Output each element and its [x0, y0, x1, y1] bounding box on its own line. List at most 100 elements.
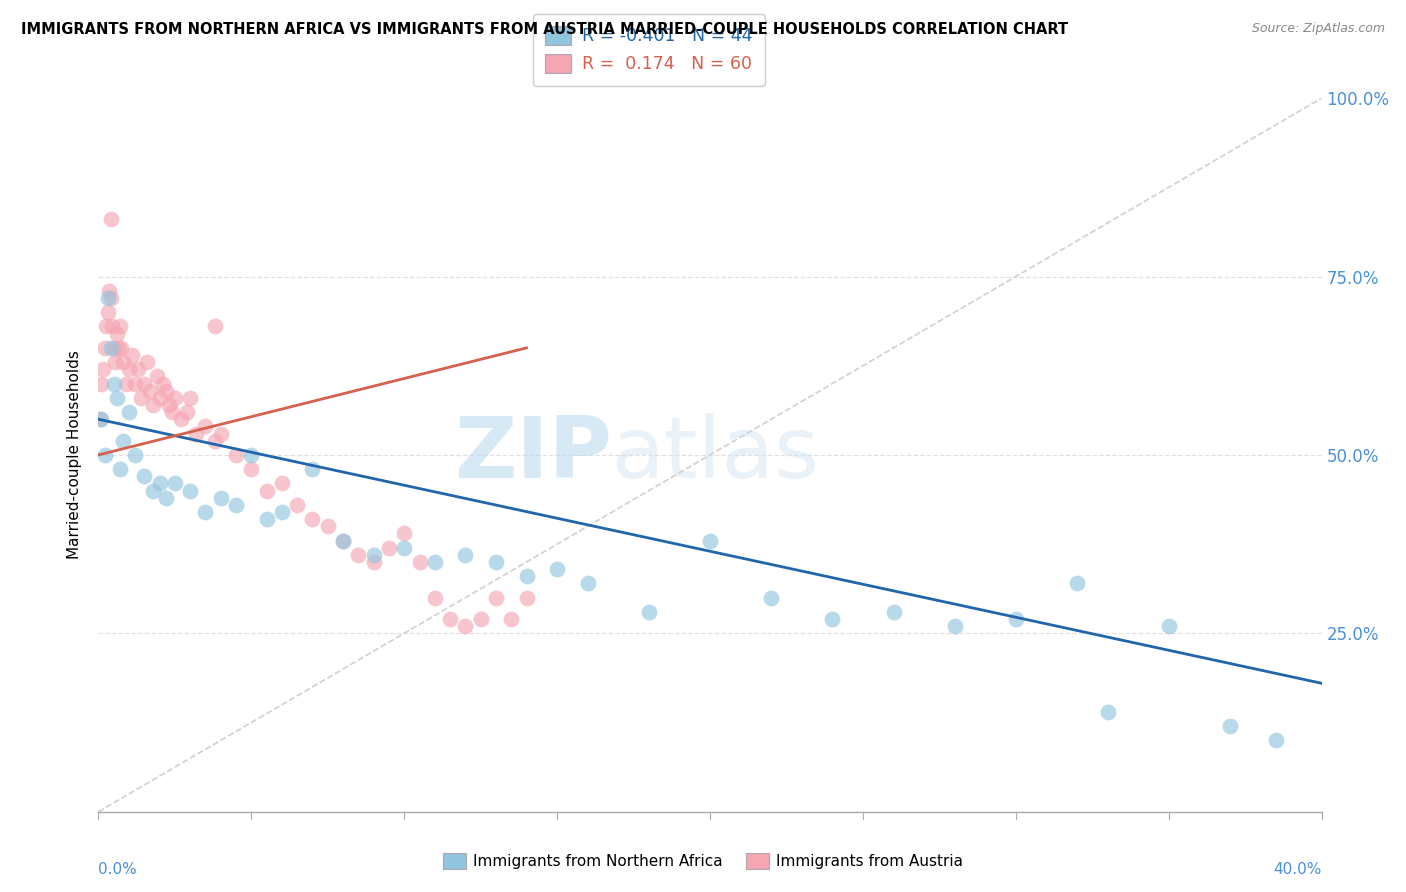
Point [110, 341, 132, 355]
Point [93, 341, 115, 355]
Point [454, 619, 477, 633]
Point [699, 533, 721, 548]
Point [1097, 705, 1119, 719]
Point [256, 512, 278, 526]
Point [332, 533, 354, 548]
Point [176, 405, 198, 419]
Point [347, 548, 370, 562]
Point [179, 483, 201, 498]
Point [316, 519, 339, 533]
Point [301, 512, 323, 526]
Point [89, 412, 111, 426]
Point [186, 426, 208, 441]
Point [576, 576, 599, 591]
Point [100, 212, 122, 227]
Point [332, 533, 354, 548]
Point [90, 412, 112, 426]
Point [107, 341, 129, 355]
Point [155, 384, 177, 398]
Point [285, 498, 308, 512]
Point [91, 362, 114, 376]
Point [134, 469, 156, 483]
Point [179, 391, 201, 405]
Point [134, 376, 156, 391]
Point [225, 498, 247, 512]
Point [105, 391, 128, 405]
Point [93, 448, 115, 462]
Point [301, 462, 323, 476]
Point [97, 291, 120, 305]
Point [454, 548, 477, 562]
Point [149, 476, 172, 491]
Point [225, 448, 247, 462]
Point [1219, 719, 1241, 733]
Point [546, 562, 568, 576]
Point [637, 605, 661, 619]
Point [100, 291, 122, 305]
Point [256, 483, 278, 498]
Point [204, 434, 226, 448]
Point [883, 605, 905, 619]
Point [94, 319, 117, 334]
Point [194, 419, 217, 434]
Point [145, 369, 167, 384]
Point [111, 434, 134, 448]
Point [270, 505, 294, 519]
Point [209, 426, 232, 441]
Point [470, 612, 492, 626]
Point [378, 541, 401, 555]
Point [152, 376, 174, 391]
Point [103, 341, 125, 355]
Point [761, 591, 783, 605]
Point [392, 541, 416, 555]
Point [240, 462, 263, 476]
Point [270, 476, 294, 491]
Point [1157, 619, 1180, 633]
Point [115, 376, 138, 391]
Point [516, 591, 538, 605]
Point [204, 319, 226, 334]
Legend: R = -0.401   N = 44, R =  0.174   N = 60: R = -0.401 N = 44, R = 0.174 N = 60 [533, 14, 765, 86]
Point [240, 448, 263, 462]
Point [160, 405, 183, 419]
Point [111, 355, 134, 369]
Point [108, 319, 131, 334]
Text: atlas: atlas [612, 413, 820, 497]
Point [363, 555, 385, 569]
Point [127, 362, 149, 376]
Point [118, 405, 141, 419]
Text: ZIP: ZIP [454, 413, 612, 497]
Point [170, 412, 193, 426]
Point [90, 376, 112, 391]
Point [124, 376, 146, 391]
Point [103, 376, 125, 391]
Point [943, 619, 966, 633]
Point [118, 362, 141, 376]
Point [485, 555, 508, 569]
Y-axis label: Married-couple Households: Married-couple Households [67, 351, 83, 559]
Point [163, 476, 186, 491]
Point [209, 491, 232, 505]
Point [121, 348, 143, 362]
Point [516, 569, 538, 583]
Point [157, 398, 180, 412]
Point [439, 612, 461, 626]
Point [392, 526, 416, 541]
Point [104, 355, 127, 369]
Point [163, 391, 186, 405]
Point [142, 483, 165, 498]
Legend: Immigrants from Northern Africa, Immigrants from Austria: Immigrants from Northern Africa, Immigra… [436, 847, 970, 875]
Point [1004, 612, 1026, 626]
Text: 0.0%: 0.0% [98, 862, 138, 877]
Point [129, 391, 152, 405]
Point [139, 384, 162, 398]
Point [501, 612, 523, 626]
Point [423, 591, 446, 605]
Text: 40.0%: 40.0% [1274, 862, 1322, 877]
Point [408, 555, 430, 569]
Point [98, 284, 121, 298]
Point [108, 462, 131, 476]
Point [142, 398, 165, 412]
Point [1066, 576, 1088, 591]
Point [124, 448, 146, 462]
